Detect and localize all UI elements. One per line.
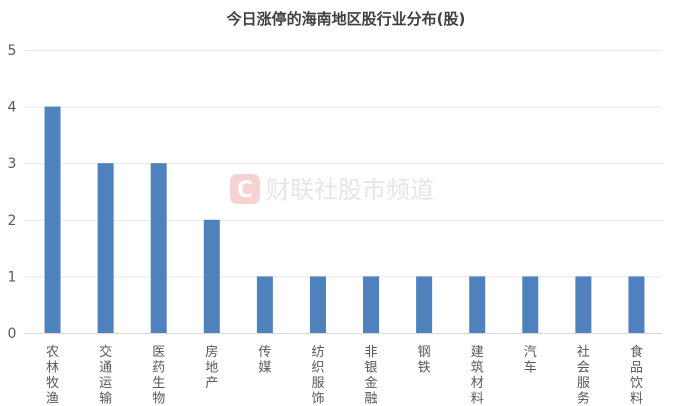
bar-12 <box>628 276 645 333</box>
chart-title: 今日涨停的海南地区股行业分布(股) <box>226 10 466 28</box>
y-tick-label: 0 <box>8 326 17 342</box>
x-tick-label: 纺织服饰 <box>311 345 324 406</box>
bar-5 <box>256 276 273 333</box>
x-tick-label: 食品饮料 <box>630 344 643 406</box>
x-axis-labels: 农林牧渔 交通运输 医药生物 房地产 传媒 纺织服饰 非银金融 钢铁 建筑材料 汽车 社会服务 食品饮… <box>46 344 643 406</box>
y-tick-label: 4 <box>8 100 17 116</box>
y-axis-ticks: 0 1 2 3 4 5 <box>8 43 17 342</box>
y-tick-label: 5 <box>8 43 17 59</box>
bar-1 <box>44 106 61 333</box>
y-tick-label: 3 <box>8 156 17 172</box>
x-tick-label: 钢铁 <box>418 345 431 376</box>
gridlines <box>25 50 662 278</box>
bar-3 <box>150 163 167 333</box>
y-tick-label: 2 <box>8 213 17 229</box>
x-tick-label: 社会服务 <box>577 344 590 406</box>
bar-9 <box>469 276 486 333</box>
x-tick-label: 农林牧渔 <box>46 345 59 406</box>
svg-text:C: C <box>237 178 253 203</box>
x-tick-label: 交通运输 <box>99 344 112 406</box>
x-tick-label: 传媒 <box>258 345 271 376</box>
x-tick-label: 非银金融 <box>365 345 378 406</box>
x-tick-label: 医药生物 <box>152 345 165 406</box>
watermark-logo-icon <box>230 174 260 204</box>
x-tick-label: 汽车 <box>524 345 537 376</box>
bar-10 <box>522 276 539 333</box>
bar-4 <box>203 219 220 333</box>
watermark-text: 财联社股市频道 <box>266 176 434 204</box>
bar-11 <box>575 276 592 333</box>
bar-2 <box>97 163 114 333</box>
bar-8 <box>416 276 433 333</box>
x-tick-label: 建筑材料 <box>471 345 484 406</box>
watermark: C 财联社股市频道 <box>230 174 434 204</box>
bar-6 <box>309 276 326 333</box>
bars <box>44 106 645 333</box>
bar-7 <box>363 276 380 333</box>
x-tick-label: 房地产 <box>205 344 218 391</box>
y-tick-label: 1 <box>8 269 17 285</box>
